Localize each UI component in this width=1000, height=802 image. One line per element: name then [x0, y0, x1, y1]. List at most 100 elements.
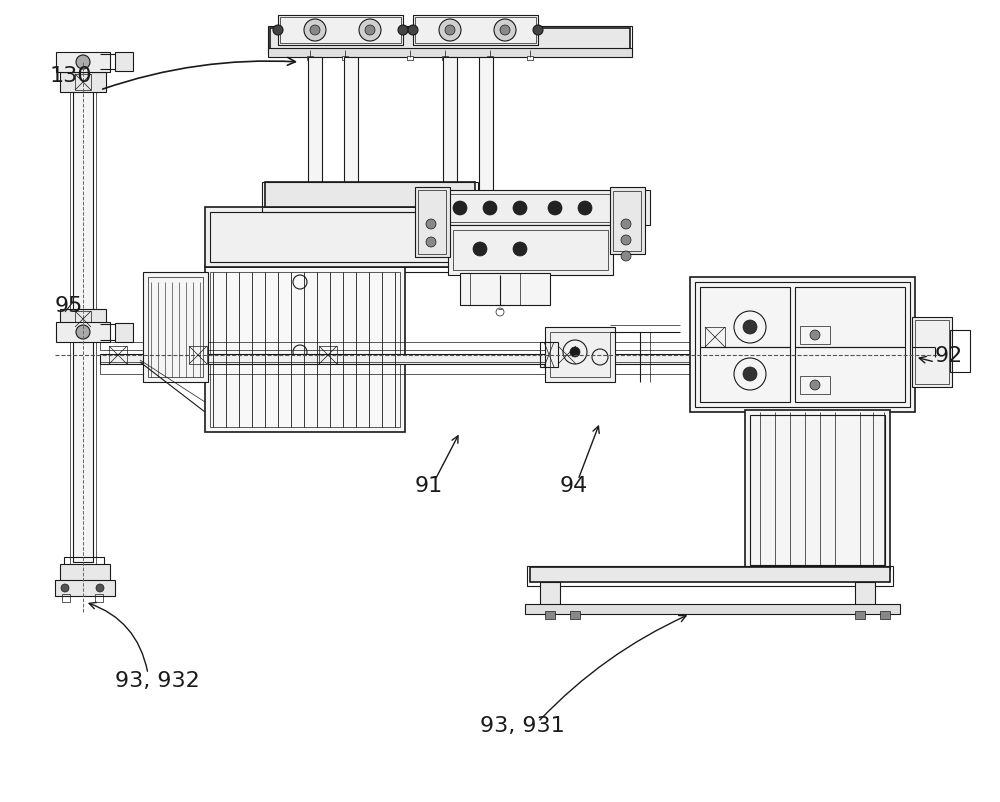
Bar: [62, 594, 70, 602]
Bar: [527, 566, 893, 586]
Bar: [270, 28, 630, 50]
Circle shape: [439, 19, 461, 41]
Bar: [479, 57, 493, 262]
Bar: [705, 327, 725, 347]
Circle shape: [96, 584, 104, 592]
Bar: [148, 277, 203, 377]
Bar: [55, 580, 115, 596]
Bar: [344, 57, 358, 262]
Text: 130: 130: [50, 66, 92, 86]
Bar: [290, 252, 510, 272]
Bar: [545, 327, 615, 382]
Circle shape: [621, 251, 631, 261]
Circle shape: [494, 19, 516, 41]
Circle shape: [359, 19, 381, 41]
Bar: [915, 320, 949, 384]
Circle shape: [483, 201, 497, 215]
Bar: [613, 191, 641, 251]
Circle shape: [76, 55, 90, 69]
Bar: [442, 56, 448, 60]
Bar: [453, 230, 608, 270]
Bar: [855, 611, 865, 619]
Bar: [750, 415, 885, 565]
Bar: [700, 287, 790, 347]
Bar: [530, 567, 890, 582]
Bar: [435, 194, 645, 222]
Bar: [342, 56, 348, 60]
Circle shape: [426, 237, 436, 247]
Bar: [950, 330, 970, 372]
Bar: [443, 57, 457, 262]
Bar: [265, 182, 475, 207]
Bar: [695, 282, 910, 407]
Bar: [210, 212, 470, 262]
Bar: [540, 342, 558, 367]
Bar: [95, 594, 103, 602]
Circle shape: [513, 242, 527, 256]
Circle shape: [365, 25, 375, 35]
Circle shape: [310, 25, 320, 35]
Text: 92: 92: [935, 346, 963, 366]
Bar: [262, 182, 478, 212]
Circle shape: [743, 320, 757, 334]
Text: 93, 931: 93, 931: [480, 716, 565, 736]
Bar: [855, 582, 875, 607]
Circle shape: [810, 330, 820, 340]
Bar: [70, 70, 96, 564]
Bar: [545, 611, 555, 619]
Circle shape: [621, 219, 631, 229]
Bar: [295, 252, 505, 267]
Bar: [448, 225, 613, 275]
Bar: [143, 272, 208, 382]
Text: 94: 94: [560, 476, 588, 496]
Bar: [268, 48, 632, 57]
Circle shape: [500, 25, 510, 35]
Bar: [525, 604, 900, 614]
Circle shape: [76, 325, 90, 339]
Bar: [73, 72, 93, 562]
Bar: [308, 57, 322, 262]
Bar: [418, 190, 446, 254]
Bar: [56, 322, 110, 342]
Bar: [912, 317, 952, 387]
Bar: [413, 15, 538, 45]
Bar: [64, 557, 104, 567]
Bar: [460, 273, 550, 305]
Bar: [745, 410, 890, 570]
Circle shape: [533, 25, 543, 35]
Bar: [100, 354, 940, 364]
Bar: [415, 17, 536, 43]
Bar: [700, 347, 790, 402]
Text: 93, 932: 93, 932: [115, 671, 200, 691]
Bar: [800, 376, 830, 394]
Bar: [690, 277, 915, 412]
Bar: [189, 346, 207, 364]
Bar: [415, 187, 450, 257]
Circle shape: [273, 25, 283, 35]
Circle shape: [445, 25, 455, 35]
Bar: [430, 190, 650, 225]
Bar: [100, 362, 940, 374]
Circle shape: [513, 201, 527, 215]
Bar: [558, 346, 576, 364]
Circle shape: [398, 25, 408, 35]
Circle shape: [570, 347, 580, 357]
Bar: [115, 323, 133, 342]
Bar: [540, 582, 560, 607]
Bar: [205, 207, 475, 267]
Bar: [268, 26, 632, 52]
Circle shape: [578, 201, 592, 215]
Bar: [75, 74, 91, 90]
Circle shape: [548, 201, 562, 215]
Bar: [800, 326, 830, 344]
Text: 91: 91: [415, 476, 443, 496]
Bar: [880, 611, 890, 619]
Circle shape: [743, 367, 757, 381]
Bar: [210, 272, 400, 427]
Bar: [115, 52, 133, 71]
Bar: [570, 611, 580, 619]
Bar: [795, 347, 905, 402]
Bar: [75, 311, 91, 327]
Bar: [795, 287, 905, 347]
Circle shape: [453, 201, 467, 215]
